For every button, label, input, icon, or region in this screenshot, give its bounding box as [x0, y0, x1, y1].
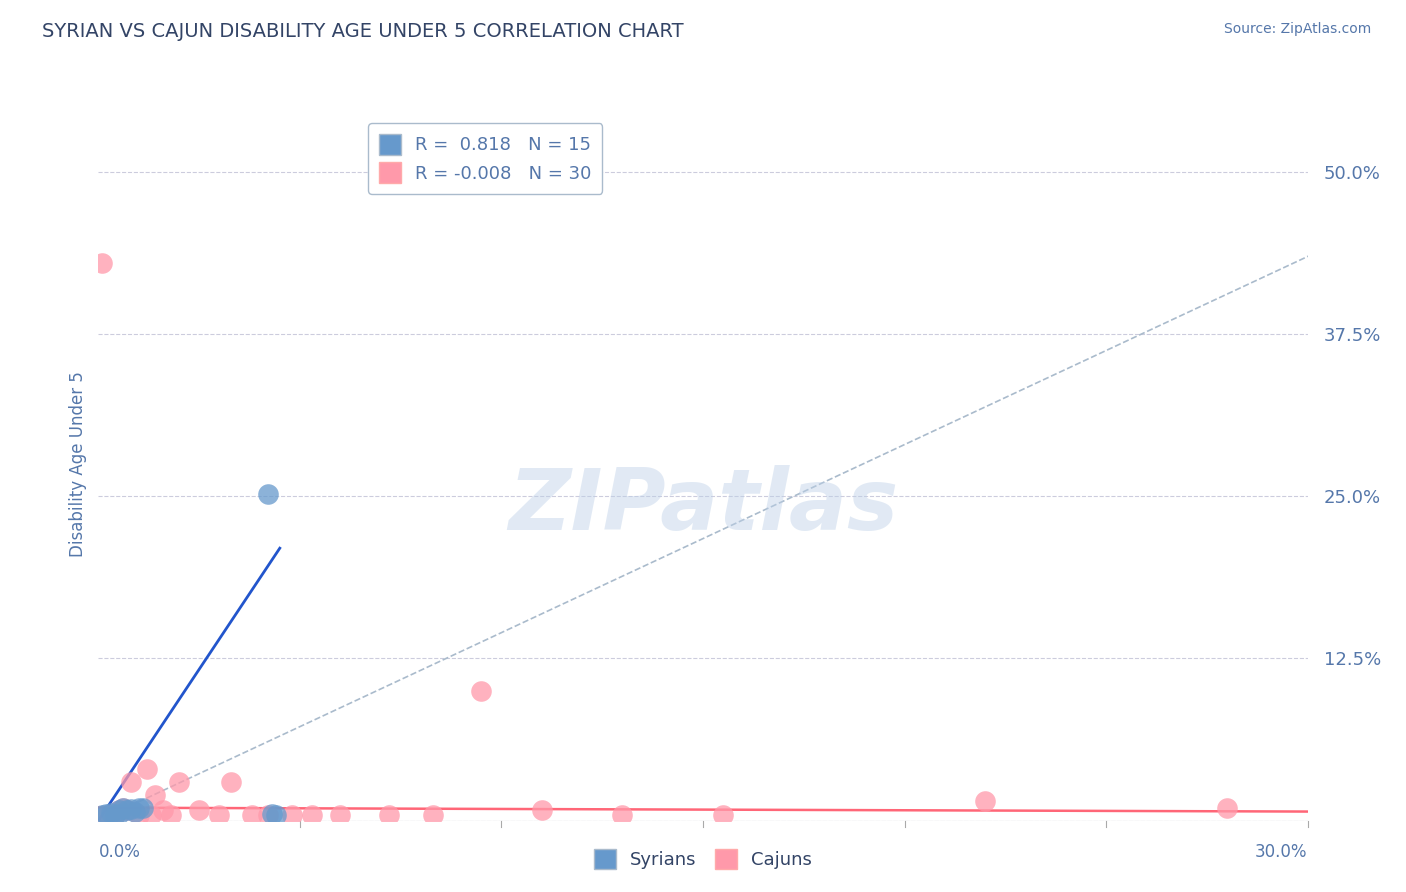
- Point: [208, 808, 231, 822]
- Point: [120, 802, 142, 816]
- Point: [167, 774, 190, 789]
- Point: [974, 794, 997, 808]
- Point: [221, 774, 243, 789]
- Point: [115, 803, 138, 817]
- Point: [329, 808, 352, 822]
- Point: [115, 803, 138, 817]
- Point: [377, 808, 399, 822]
- Text: SYRIAN VS CAJUN DISABILITY AGE UNDER 5 CORRELATION CHART: SYRIAN VS CAJUN DISABILITY AGE UNDER 5 C…: [42, 22, 683, 41]
- Legend: R =  0.818   N = 15, R = -0.008   N = 30: R = 0.818 N = 15, R = -0.008 N = 30: [368, 123, 602, 194]
- Point: [107, 803, 129, 817]
- Text: 0.0%: 0.0%: [98, 843, 141, 861]
- Point: [256, 486, 278, 500]
- Point: [612, 808, 634, 822]
- Text: ZIPatlas: ZIPatlas: [508, 465, 898, 549]
- Point: [1216, 800, 1239, 814]
- Legend: Syrians, Cajuns: Syrians, Cajuns: [585, 839, 821, 879]
- Point: [128, 808, 150, 822]
- Point: [111, 800, 134, 814]
- Point: [107, 807, 129, 822]
- Point: [188, 803, 211, 817]
- Point: [143, 788, 166, 802]
- Point: [256, 808, 278, 822]
- Point: [103, 808, 125, 822]
- Point: [152, 803, 174, 817]
- Point: [128, 800, 150, 814]
- Y-axis label: Disability Age Under 5: Disability Age Under 5: [69, 371, 87, 557]
- Point: [100, 805, 122, 820]
- Point: [91, 256, 114, 270]
- Text: Source: ZipAtlas.com: Source: ZipAtlas.com: [1223, 22, 1371, 37]
- Point: [260, 807, 283, 822]
- Point: [120, 774, 142, 789]
- Point: [96, 808, 118, 822]
- Point: [139, 808, 162, 822]
- Point: [107, 803, 129, 817]
- Point: [111, 800, 134, 814]
- Point: [422, 808, 444, 822]
- Point: [240, 808, 263, 822]
- Point: [470, 684, 492, 698]
- Point: [103, 808, 125, 822]
- Point: [530, 803, 553, 817]
- Point: [135, 762, 157, 776]
- Point: [281, 808, 304, 822]
- Point: [301, 808, 323, 822]
- Point: [96, 807, 118, 822]
- Point: [132, 800, 155, 814]
- Point: [160, 808, 183, 822]
- Point: [91, 808, 114, 822]
- Point: [124, 805, 146, 819]
- Point: [264, 808, 287, 822]
- Point: [711, 808, 734, 822]
- Text: 30.0%: 30.0%: [1256, 843, 1308, 861]
